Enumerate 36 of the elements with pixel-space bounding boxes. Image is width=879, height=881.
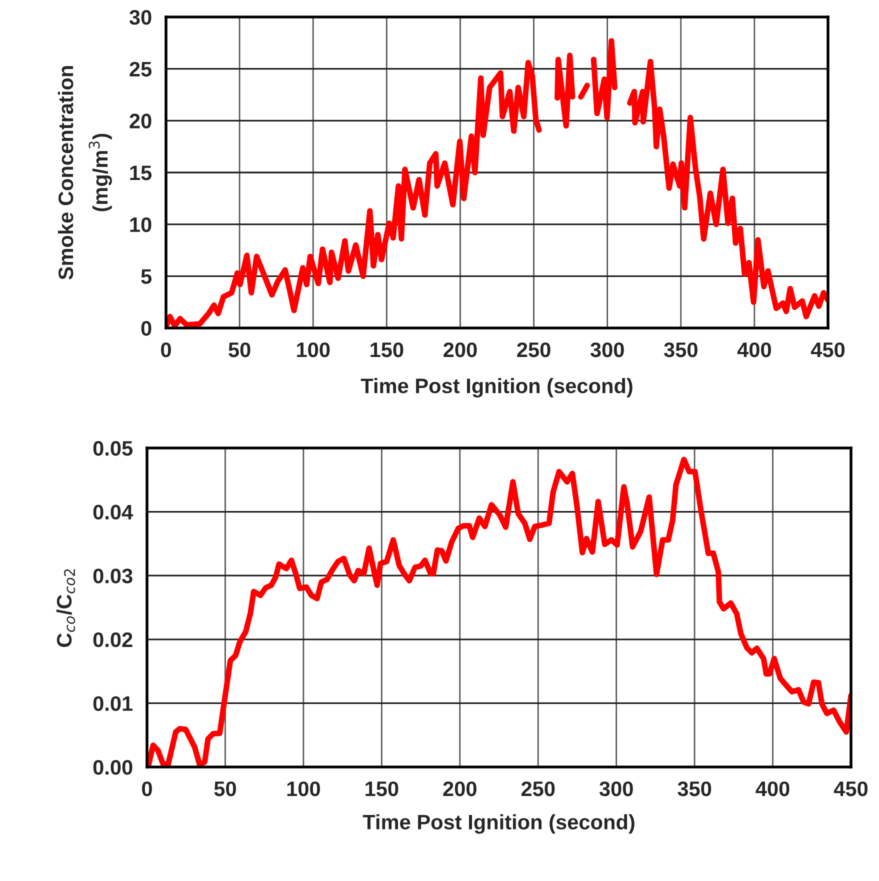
y-axis-title: Smoke Concentration (mg/m$^{3}$) <box>58 66 112 280</box>
x-tick-label: 150 <box>370 342 404 358</box>
x-tick-label: 450 <box>834 781 868 796</box>
x-tick-label: 300 <box>599 781 633 796</box>
y-tick-label: 0.00 <box>93 760 132 775</box>
y-tick-label: 30 <box>129 10 152 25</box>
y-tick-label: 20 <box>130 114 152 128</box>
x-axis-title: Time Post Ignition (second) <box>360 378 632 398</box>
x-tick-label: 350 <box>678 781 712 796</box>
x-tick-label: 150 <box>366 781 398 796</box>
x-tick-label: 250 <box>517 342 550 358</box>
x-tick-label: 200 <box>444 342 477 358</box>
y-tick-label: 5 <box>141 269 152 284</box>
y-tick-label: 0.05 <box>93 441 133 456</box>
x-tick-label: 100 <box>297 342 330 358</box>
y-tick-label: 0.04 <box>93 504 134 520</box>
x-tick-label: 400 <box>737 342 771 358</box>
x-tick-label: 450 <box>810 342 845 358</box>
x-tick-label: 250 <box>521 781 555 796</box>
x-tick-label: 100 <box>287 781 320 796</box>
y-tick-label: 10 <box>130 217 152 232</box>
x-tick-label: 400 <box>756 781 790 796</box>
x-tick-label: 300 <box>590 342 624 358</box>
x-tick-label: 350 <box>664 342 698 358</box>
y-tick-label: 0.01 <box>93 696 133 711</box>
y-tick-label: 0 <box>141 321 152 336</box>
x-axis-title: Time Post Ignition (second) <box>362 814 634 834</box>
x-tick-label: 50 <box>214 781 236 796</box>
x-tick-label: 0 <box>161 342 171 358</box>
y-axis-title: C$_{co}$/C$_{co2}$ <box>56 569 76 647</box>
x-tick-label: 50 <box>228 342 250 358</box>
y-tick-label: 0.03 <box>93 568 132 584</box>
x-tick-label: 200 <box>443 781 476 796</box>
y-tick-label: 25 <box>130 62 152 77</box>
y-tick-label: 0.02 <box>93 632 132 648</box>
y-tick-label: 15 <box>130 166 152 180</box>
